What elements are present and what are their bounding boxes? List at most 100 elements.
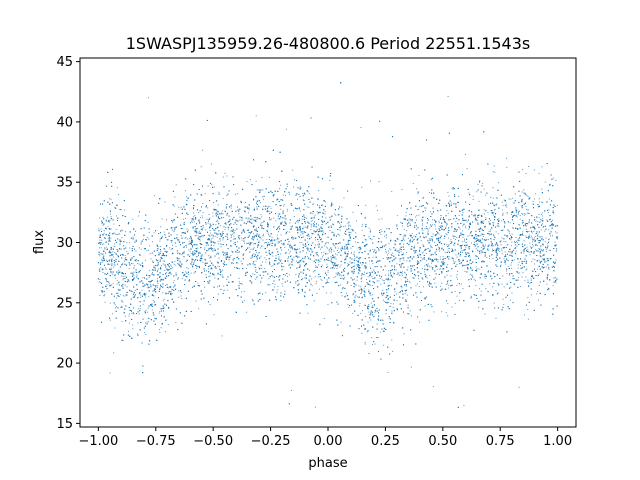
data-point <box>550 235 552 237</box>
data-point <box>466 168 468 170</box>
data-point <box>431 238 433 240</box>
data-point <box>487 239 489 241</box>
data-point <box>370 180 372 182</box>
data-point <box>106 284 108 286</box>
data-point <box>416 234 418 236</box>
data-point <box>218 266 220 268</box>
data-point <box>111 248 113 250</box>
data-point <box>523 214 525 216</box>
data-point <box>285 233 287 235</box>
data-point <box>288 231 290 233</box>
data-point <box>312 213 314 215</box>
data-point <box>260 236 262 238</box>
data-point <box>100 247 102 249</box>
data-point <box>430 178 432 180</box>
data-point <box>556 232 558 234</box>
data-point <box>214 277 216 279</box>
data-point <box>350 231 352 233</box>
data-point <box>251 218 253 220</box>
data-point <box>432 224 434 226</box>
data-point <box>236 241 238 243</box>
data-point <box>367 276 369 278</box>
data-point <box>322 230 324 232</box>
data-point <box>523 213 525 215</box>
data-point <box>102 216 104 218</box>
data-point <box>424 265 426 267</box>
data-point <box>405 215 407 217</box>
data-point <box>209 230 211 232</box>
data-point <box>525 205 527 207</box>
data-point <box>159 240 161 242</box>
data-point <box>361 264 363 266</box>
data-point <box>140 269 142 271</box>
data-point <box>455 205 457 207</box>
data-point <box>435 266 437 268</box>
data-point <box>233 262 235 264</box>
data-point <box>106 221 108 223</box>
data-point <box>118 269 120 271</box>
data-point <box>276 291 278 293</box>
data-point <box>416 188 418 190</box>
data-point <box>413 235 415 237</box>
data-point <box>482 236 484 238</box>
data-point <box>471 295 472 297</box>
data-point <box>497 246 499 248</box>
data-point <box>476 191 478 193</box>
data-point <box>530 248 532 249</box>
data-point <box>457 202 459 204</box>
data-point <box>252 254 254 256</box>
data-point <box>186 246 188 248</box>
data-point <box>432 233 434 235</box>
data-point <box>491 244 493 246</box>
data-point <box>531 274 533 276</box>
data-point <box>506 270 508 272</box>
data-point <box>538 217 540 219</box>
data-point <box>208 214 210 216</box>
data-point <box>410 248 412 250</box>
data-point <box>531 232 533 234</box>
data-point <box>261 177 263 179</box>
data-point <box>503 240 505 242</box>
data-point <box>178 241 180 243</box>
data-point <box>437 259 439 261</box>
data-point <box>217 293 219 295</box>
data-point <box>188 240 190 242</box>
data-point <box>277 242 279 244</box>
data-point <box>424 305 426 307</box>
data-point <box>288 274 290 276</box>
data-point <box>231 250 233 252</box>
data-point <box>109 219 111 221</box>
data-point <box>541 236 543 238</box>
data-point <box>273 289 275 291</box>
data-point <box>408 220 410 222</box>
data-point <box>377 209 379 211</box>
data-point <box>424 207 426 209</box>
data-point <box>99 252 101 254</box>
data-point <box>132 263 134 265</box>
data-point <box>389 279 391 281</box>
data-point <box>415 251 417 253</box>
data-point <box>99 217 101 219</box>
data-point <box>302 193 304 195</box>
data-point <box>229 218 231 220</box>
data-point <box>146 250 148 252</box>
data-point <box>223 216 225 218</box>
data-point <box>540 219 542 221</box>
data-point <box>178 252 180 254</box>
data-point <box>172 244 174 246</box>
data-point <box>416 215 418 217</box>
data-point <box>368 289 370 291</box>
data-point <box>404 217 406 219</box>
data-point <box>308 193 310 195</box>
data-point <box>431 262 433 264</box>
data-point <box>447 96 449 98</box>
data-point <box>278 231 280 233</box>
data-point <box>260 222 262 224</box>
data-point <box>128 322 130 324</box>
data-point <box>474 215 476 217</box>
data-point <box>205 259 207 261</box>
data-point <box>161 218 163 220</box>
data-point <box>445 283 447 285</box>
data-point <box>321 252 323 254</box>
data-point <box>280 208 282 210</box>
